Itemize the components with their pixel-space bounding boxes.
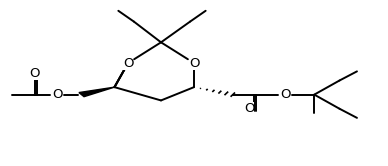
- Text: O: O: [29, 67, 40, 80]
- Text: O: O: [52, 88, 63, 101]
- Text: O: O: [123, 57, 133, 70]
- Text: O: O: [244, 102, 255, 115]
- Polygon shape: [79, 87, 114, 97]
- Text: O: O: [280, 88, 291, 101]
- Text: O: O: [189, 57, 199, 70]
